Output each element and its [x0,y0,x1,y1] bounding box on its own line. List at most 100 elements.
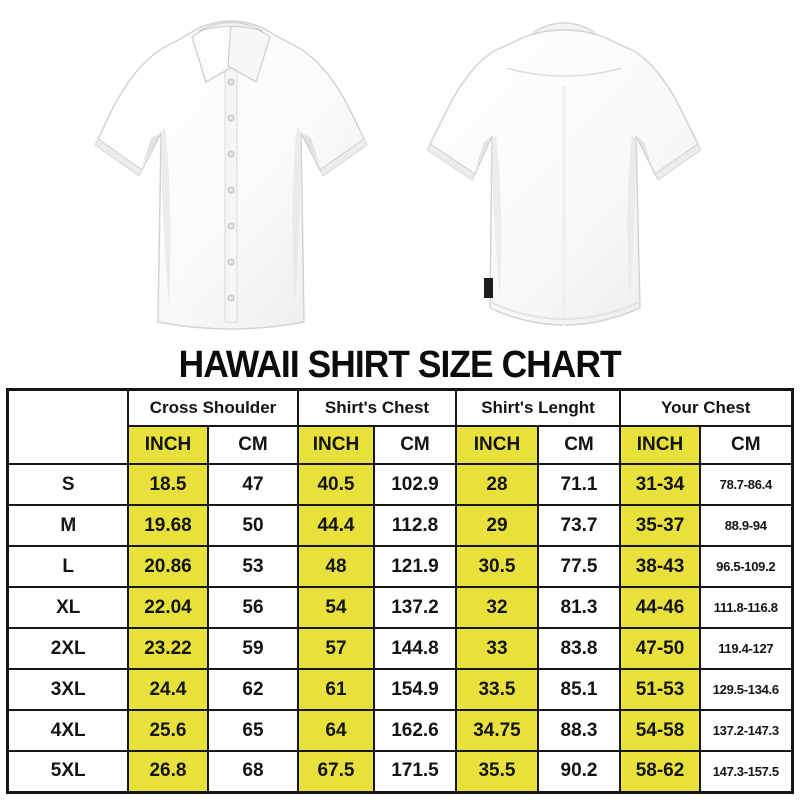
table-row: 3XL 24.4 62 61 154.9 33.5 85.1 51-53 129.5-134.6 [6,668,794,711]
table-row: 2XL 23.22 59 57 144.8 33 83.8 47-50 119.4-127 [6,627,794,670]
inch-value-cell: 28 [454,463,539,506]
size-label: 5XL [6,750,129,793]
cm-value-cell: 83.8 [536,627,622,670]
inch-value-cell: 34.75 [454,709,539,752]
unit-header-cm: CM [698,425,794,465]
cm-value-cell: 102.9 [372,463,457,506]
cm-value-cell: 111.8-116.8 [698,586,794,629]
cm-value-cell: 71.1 [536,463,622,506]
cm-value-cell: 78.7-86.4 [698,463,794,506]
unit-header-inch: INCH [126,425,209,465]
size-label: 3XL [6,668,129,711]
cm-value-cell: 137.2 [372,586,457,629]
inch-value-cell: 33.5 [454,668,539,711]
cm-value-cell: 59 [206,627,299,670]
inch-value-cell: 31-34 [619,463,701,506]
size-label: XL [6,586,129,629]
size-label: M [6,504,129,547]
table-row: XL 22.04 56 54 137.2 32 81.3 44-46 111.8-116.8 [6,586,794,629]
inch-value-cell: 32 [454,586,539,629]
cm-value-cell: 81.3 [536,586,622,629]
size-label: 4XL [6,709,129,752]
inch-value-cell: 35.5 [454,750,539,793]
cm-value-cell: 147.3-157.5 [698,750,794,793]
unit-header-inch: INCH [296,425,375,465]
group-header-cross-shoulder: Cross Shoulder [126,388,299,427]
cm-value-cell: 162.6 [372,709,457,752]
cm-value-cell: 171.5 [372,750,457,793]
cm-value-cell: 121.9 [372,545,457,588]
cm-value-cell: 50 [206,504,299,547]
group-header-shirts-length: Shirt's Lenght [454,388,622,427]
group-header-your-chest: Your Chest [618,388,794,427]
cm-value-cell: 154.9 [372,668,457,711]
unit-header-row: INCH CM INCH CM INCH CM INCH CM [8,425,794,465]
cm-value-cell: 112.8 [372,504,457,547]
table-row: L 20.86 53 48 121.9 30.5 77.5 38-43 96.5-109.2 [6,545,794,588]
inch-value-cell: 35-37 [619,504,701,547]
cm-value-cell: 68 [206,750,299,793]
inch-value-cell: 33 [454,627,539,670]
cm-value-cell: 119.4-127 [698,627,794,670]
inch-value-cell: 29 [454,504,539,547]
cm-value-cell: 85.1 [536,668,622,711]
inch-value-cell: 54 [296,586,375,629]
inch-value-cell: 67.5 [296,750,375,793]
shirt-front-svg [94,20,368,330]
shirt-back-svg [426,22,702,326]
shirt-back-image [409,6,719,351]
inch-value-cell: 58-62 [619,750,701,793]
inch-value-cell: 20.86 [126,545,209,588]
cm-value-cell: 65 [206,709,299,752]
inch-value-cell: 40.5 [296,463,375,506]
unit-header-inch: INCH [619,425,701,465]
table-row: 5XL 26.8 68 67.5 171.5 35.5 90.2 58-62 147.3-157… [6,750,794,793]
inch-value-cell: 44-46 [619,586,701,629]
cm-value-cell: 77.5 [536,545,622,588]
cm-value-cell: 144.8 [372,627,457,670]
corner-cell [6,388,129,465]
cm-value-cell: 96.5-109.2 [698,545,794,588]
inch-value-cell: 22.04 [126,586,209,629]
inch-value-cell: 54-58 [619,709,701,752]
inch-value-cell: 23.22 [126,627,209,670]
table-row: M 19.68 50 44.4 112.8 29 73.7 35-37 88.9-94 [6,504,794,547]
size-label: L [6,545,129,588]
cm-value-cell: 129.5-134.6 [698,668,794,711]
group-header-row: Cross Shoulder Shirt's Chest Shirt's Len… [6,388,794,465]
shirt-tag [484,278,493,298]
inch-value-cell: 18.5 [126,463,209,506]
inch-value-cell: 47-50 [619,627,701,670]
cm-value-cell: 137.2-147.3 [698,709,794,752]
inch-value-cell: 26.8 [126,750,209,793]
size-label: 2XL [6,627,129,670]
inch-value-cell: 48 [296,545,375,588]
cm-value-cell: 88.3 [536,709,622,752]
inch-value-cell: 30.5 [454,545,539,588]
size-chart-table: Cross Shoulder Shirt's Chest Shirt's Len… [6,388,794,794]
size-table-body: S 18.5 47 40.5 102.9 28 71.1 31-34 78.7-86.4 M 19.… [6,463,794,793]
inch-value-cell: 64 [296,709,375,752]
unit-header-cm: CM [536,425,622,465]
inch-value-cell: 57 [296,627,375,670]
inch-value-cell: 51-53 [619,668,701,711]
cm-value-cell: 47 [206,463,299,506]
cm-value-cell: 62 [206,668,299,711]
cm-value-cell: 56 [206,586,299,629]
inch-value-cell: 24.4 [126,668,209,711]
table-row: S 18.5 47 40.5 102.9 28 71.1 31-34 78.7-86.4 [6,463,794,506]
inch-value-cell: 25.6 [126,709,209,752]
table-row: 4XL 25.6 65 64 162.6 34.75 88.3 54-58 137.2-147.… [6,709,794,752]
group-header-shirts-chest: Shirt's Chest [296,388,457,427]
cm-value-cell: 73.7 [536,504,622,547]
inch-value-cell: 44.4 [296,504,375,547]
unit-header-inch: INCH [454,425,539,465]
inch-value-cell: 38-43 [619,545,701,588]
shirt-images-row [0,0,800,346]
page-title: HAWAII SHIRT SIZE CHART [179,344,622,386]
size-label: S [6,463,129,506]
unit-header-cm: CM [206,425,299,465]
cm-value-cell: 90.2 [536,750,622,793]
cm-value-cell: 53 [206,545,299,588]
